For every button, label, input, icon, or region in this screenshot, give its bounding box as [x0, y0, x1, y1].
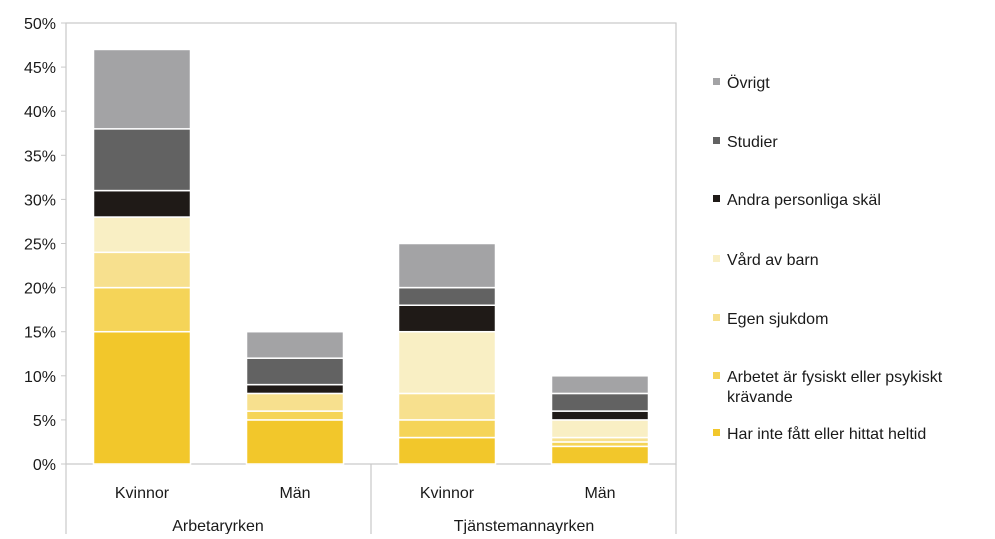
- legend-swatch: [713, 372, 720, 379]
- legend-label: Övrigt: [727, 74, 770, 92]
- bar-segment: [550, 419, 650, 439]
- bar-segment: [550, 410, 650, 421]
- legend-swatch: [713, 137, 720, 144]
- legend-label: Arbetet är fysiskt eller psykiskt krävand…: [727, 369, 943, 406]
- bar-segment: [397, 286, 497, 306]
- y-tick-label: 40%: [24, 104, 56, 121]
- y-tick-label: 15%: [24, 325, 56, 342]
- legend: Övrigt Studier Andra personliga skäl Vård a…: [713, 74, 943, 443]
- bar-segment: [245, 383, 345, 395]
- legend-label: Egen sjukdom: [727, 311, 828, 328]
- bar-segment: [92, 128, 192, 192]
- y-tick-label: 25%: [24, 237, 56, 254]
- y-axis: 0% 5% 10% 15% 20% 25% 30% 35% 40% 45% 50%: [24, 16, 66, 474]
- x-category-label: Män: [279, 485, 310, 502]
- legend-swatch: [713, 314, 720, 321]
- bars-layer: [92, 48, 650, 465]
- y-tick-label: 45%: [24, 60, 56, 77]
- legend-label: Studier: [727, 134, 778, 151]
- legend-label: Andra personliga skäl: [727, 192, 881, 209]
- bar-segment: [92, 48, 192, 130]
- x-category-label: Män: [584, 485, 615, 502]
- y-tick-label: 10%: [24, 369, 56, 386]
- bar-segment: [550, 392, 650, 412]
- bar-segment: [550, 375, 650, 395]
- bar-segment: [245, 419, 345, 465]
- x-axis: Kvinnor Män Kvinnor Män Arbetaryrken Tjänstem…: [65, 464, 677, 535]
- legend-swatch: [713, 195, 720, 202]
- legend-swatch: [713, 78, 720, 85]
- bar-segment: [92, 189, 192, 218]
- x-group-label: Tjänstemannayrken: [454, 518, 595, 534]
- x-category-label: Kvinnor: [115, 485, 170, 502]
- bar-segment: [92, 251, 192, 289]
- bar-segment: [245, 410, 345, 421]
- y-tick-label: 0%: [33, 457, 56, 474]
- bar-segment: [92, 216, 192, 254]
- bar-segment: [397, 330, 497, 395]
- y-tick-label: 5%: [33, 413, 56, 430]
- bar-segment: [245, 392, 345, 412]
- legend-label: Vård av barn: [727, 251, 819, 269]
- y-tick-label: 50%: [24, 16, 56, 33]
- legend-label: Har inte fått eller hittat heltid: [727, 425, 926, 443]
- bar-segment: [550, 445, 650, 465]
- x-category-label: Kvinnor: [420, 485, 475, 502]
- bar-segment: [92, 330, 192, 465]
- bar-segment: [245, 357, 345, 386]
- bar-segment: [397, 419, 497, 439]
- y-tick-label: 30%: [24, 192, 56, 209]
- y-tick-label: 35%: [24, 148, 56, 165]
- y-tick-label: 20%: [24, 281, 56, 298]
- x-group-label: Arbetaryrken: [172, 518, 264, 534]
- bar-segment: [397, 436, 497, 465]
- legend-swatch: [713, 255, 720, 262]
- legend-swatch: [713, 429, 720, 436]
- bar-segment: [397, 304, 497, 333]
- bar-segment: [397, 242, 497, 289]
- bar-segment: [397, 392, 497, 421]
- bar-segment: [245, 330, 345, 359]
- bar-segment: [92, 286, 192, 333]
